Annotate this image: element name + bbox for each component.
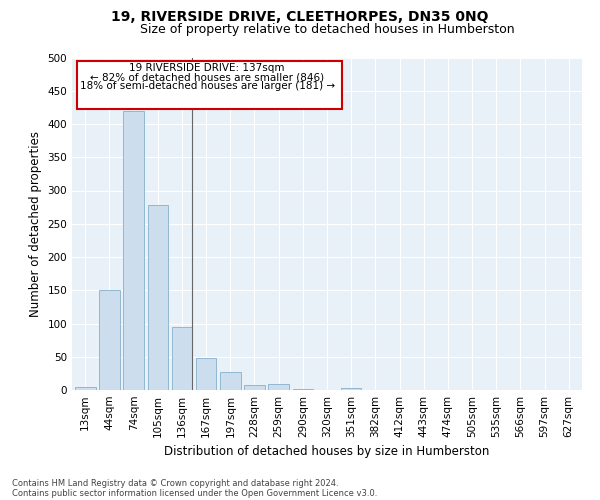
- Bar: [268, 384, 289, 390]
- Bar: [148, 205, 168, 390]
- Text: ← 82% of detached houses are smaller (846): ← 82% of detached houses are smaller (84…: [90, 72, 324, 83]
- Title: Size of property relative to detached houses in Humberston: Size of property relative to detached ho…: [140, 22, 514, 36]
- X-axis label: Distribution of detached houses by size in Humberston: Distribution of detached houses by size …: [164, 446, 490, 458]
- Text: 19 RIVERSIDE DRIVE: 137sqm: 19 RIVERSIDE DRIVE: 137sqm: [130, 64, 285, 74]
- Bar: [75, 386, 95, 390]
- Bar: [196, 358, 217, 390]
- Bar: [293, 388, 313, 390]
- Text: Contains HM Land Registry data © Crown copyright and database right 2024.: Contains HM Land Registry data © Crown c…: [12, 478, 338, 488]
- Y-axis label: Number of detached properties: Number of detached properties: [29, 130, 42, 317]
- Bar: [341, 388, 361, 390]
- Bar: [220, 372, 241, 390]
- FancyBboxPatch shape: [77, 61, 342, 109]
- Text: 18% of semi-detached houses are larger (181) →: 18% of semi-detached houses are larger (…: [80, 82, 335, 92]
- Bar: [99, 290, 120, 390]
- Bar: [172, 327, 192, 390]
- Bar: [124, 110, 144, 390]
- Bar: [244, 384, 265, 390]
- Text: Contains public sector information licensed under the Open Government Licence v3: Contains public sector information licen…: [12, 488, 377, 498]
- Text: 19, RIVERSIDE DRIVE, CLEETHORPES, DN35 0NQ: 19, RIVERSIDE DRIVE, CLEETHORPES, DN35 0…: [111, 10, 489, 24]
